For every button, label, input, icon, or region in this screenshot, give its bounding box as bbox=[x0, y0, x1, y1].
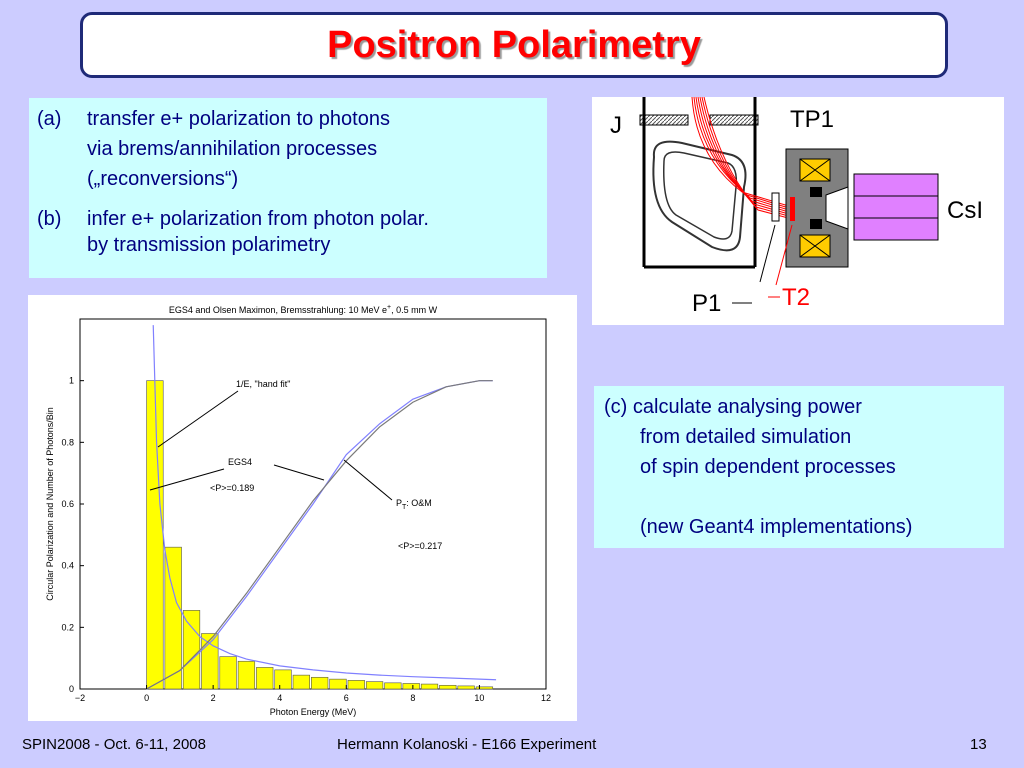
arrow-egs4-curve bbox=[273, 464, 325, 481]
pole-bottom bbox=[810, 219, 822, 229]
text-box-c: (c) calculate analysing power from detai… bbox=[594, 386, 1004, 548]
chart-bar bbox=[384, 682, 402, 690]
chart-series-line bbox=[146, 380, 493, 690]
item-a: (a) transfer e+ polarization to photons … bbox=[37, 104, 539, 194]
annotation-egs4: EGS4 bbox=[228, 457, 252, 467]
solenoid-outer bbox=[652, 140, 747, 252]
item-a-line-3: („reconversions“) bbox=[87, 168, 239, 190]
x-tick-label: 12 bbox=[541, 693, 551, 703]
item-b-line-2: by transmission polarimetry bbox=[87, 234, 331, 256]
x-tick-label: 4 bbox=[277, 693, 282, 703]
label-tp1: TP1 bbox=[790, 106, 834, 133]
pole-top bbox=[810, 187, 822, 197]
p1-pointer bbox=[759, 224, 776, 283]
polarization-chart: EGS4 and Olsen Maximon, Bremsstrahlung: … bbox=[28, 295, 577, 721]
item-c-line-4: (new Geant4 implementations) bbox=[640, 516, 913, 538]
item-b: (b) infer e+ polarization from photon po… bbox=[37, 206, 539, 258]
item-b-line-1: infer e+ polarization from photon polar. bbox=[87, 208, 429, 230]
chart-x-ticks: −2 0 2 4 6 8 10 12 bbox=[75, 685, 551, 703]
annotation-hand-fit: 1/E, "hand fit" bbox=[236, 379, 290, 389]
item-a-label: (a) bbox=[37, 108, 62, 130]
t2-pointer bbox=[775, 224, 793, 286]
y-tick-label: 0 bbox=[69, 684, 74, 694]
chart-bar bbox=[201, 633, 219, 690]
chart-bar bbox=[219, 656, 237, 690]
chart-bar bbox=[365, 681, 384, 690]
arrow-om bbox=[343, 459, 393, 501]
annotation-om-p: <P>=0.217 bbox=[398, 541, 442, 551]
item-b-label: (b) bbox=[37, 208, 62, 230]
y-tick-label: 0.4 bbox=[61, 561, 74, 571]
item-a-line-2: via brems/annihilation processes bbox=[87, 138, 378, 160]
chart-bar bbox=[420, 683, 439, 690]
x-tick-label: 10 bbox=[474, 693, 484, 703]
beam-trajectories bbox=[691, 96, 793, 220]
title-box: Positron Polarimetry bbox=[80, 12, 948, 78]
chart-bar bbox=[256, 667, 274, 690]
footer-center: Hermann Kolanoski - E166 Experiment bbox=[337, 736, 597, 753]
y-tick-label: 0.8 bbox=[61, 437, 74, 447]
item-c-line-1: (c) calculate analysing power bbox=[604, 396, 862, 418]
chart-bar bbox=[347, 680, 365, 690]
footer-left: SPIN2008 - Oct. 6-11, 2008 bbox=[22, 736, 206, 753]
y-tick-label: 0.2 bbox=[61, 622, 74, 632]
chart-bar bbox=[164, 546, 182, 690]
x-tick-label: 6 bbox=[344, 693, 349, 703]
chart-y-ticks: 0 0.2 0.4 0.6 0.8 1 bbox=[61, 376, 84, 694]
detector-diagram-svg: J TP1 bbox=[610, 96, 983, 317]
chart-bar bbox=[457, 685, 475, 690]
annotation-om: PT: O&M bbox=[396, 498, 432, 511]
chart-xlabel: Photon Energy (MeV) bbox=[270, 707, 357, 717]
chart-title: EGS4 and Olsen Maximon, Bremsstrahlung: … bbox=[169, 304, 438, 315]
detector-diagram: J TP1 bbox=[592, 96, 1004, 325]
y-tick-label: 1 bbox=[69, 376, 74, 386]
text-box-ab: (a) transfer e+ polarization to photons … bbox=[29, 98, 547, 278]
page-number: 13 bbox=[970, 736, 987, 753]
chart-bar bbox=[439, 684, 457, 690]
x-tick-label: −2 bbox=[75, 693, 85, 703]
label-p1: P1 bbox=[692, 290, 721, 317]
arrow-hand-fit bbox=[157, 390, 239, 448]
t2-target bbox=[790, 197, 795, 221]
chart-ylabel: Circular Polarization and Number of Phot… bbox=[45, 407, 55, 601]
chart-series-line bbox=[152, 325, 497, 681]
annotation-egs4-p: <P>=0.189 bbox=[210, 483, 254, 493]
slide-title: Positron Polarimetry bbox=[327, 23, 701, 66]
chart-bar bbox=[475, 686, 494, 690]
label-csi: CsI bbox=[947, 197, 983, 224]
magnet-bore bbox=[825, 186, 849, 230]
chart-bar bbox=[146, 380, 164, 690]
chart-bar bbox=[237, 660, 256, 690]
chart-bar bbox=[402, 683, 420, 690]
csi-block-3 bbox=[853, 217, 939, 241]
collimator-left bbox=[639, 114, 689, 126]
label-j: J bbox=[610, 112, 622, 139]
p1-plate bbox=[771, 192, 780, 222]
chart-bar bbox=[329, 678, 347, 690]
arrow-egs4 bbox=[149, 468, 225, 491]
collimator-right bbox=[709, 114, 759, 126]
chart-lines bbox=[146, 325, 497, 690]
chart-bar bbox=[311, 676, 329, 690]
item-c-line-3: of spin dependent processes bbox=[640, 456, 896, 478]
chart-bar bbox=[274, 669, 292, 690]
csi-block-1 bbox=[853, 173, 939, 197]
y-tick-label: 0.6 bbox=[61, 499, 74, 509]
chart-bar bbox=[292, 674, 310, 690]
x-tick-label: 8 bbox=[410, 693, 415, 703]
x-tick-label: 0 bbox=[144, 693, 149, 703]
label-t2: T2 bbox=[782, 284, 810, 311]
item-a-line-1: transfer e+ polarization to photons bbox=[87, 108, 390, 130]
solenoid-inner bbox=[663, 151, 738, 240]
chart-svg: EGS4 and Olsen Maximon, Bremsstrahlung: … bbox=[45, 304, 551, 717]
chart-bar bbox=[182, 610, 201, 690]
chart-bars bbox=[146, 380, 494, 690]
x-tick-label: 2 bbox=[211, 693, 216, 703]
csi-block-2 bbox=[853, 195, 939, 219]
item-c-line-2: from detailed simulation bbox=[640, 426, 852, 448]
